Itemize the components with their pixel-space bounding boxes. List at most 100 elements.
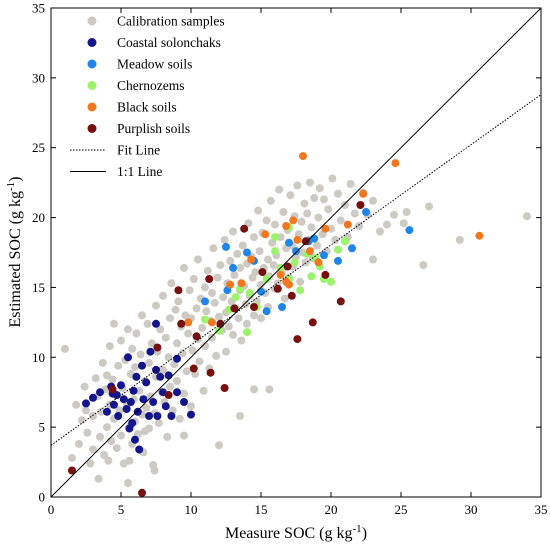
fit-line: [51, 94, 541, 446]
plot-frame: [50, 7, 542, 498]
calibration-samples-point: [201, 283, 209, 292]
calibration-samples-point: [159, 365, 167, 374]
black-soils-point: [391, 159, 400, 168]
calibration-samples-point: [300, 199, 309, 208]
legend-marker: [87, 16, 97, 26]
calibration-samples-point: [199, 386, 208, 395]
calibration-samples-point: [180, 263, 188, 272]
purplish-soils-point: [192, 332, 201, 341]
calibration-samples-point: [117, 336, 125, 345]
coastal-solonchaks-point: [142, 378, 151, 387]
meadow-soils-point: [348, 244, 356, 253]
meadow-soils-point: [405, 226, 414, 235]
black-soils-point: [226, 280, 235, 289]
calibration-samples-point: [91, 374, 100, 383]
calibration-samples-point: [208, 289, 216, 297]
series-black-soils: [184, 152, 484, 327]
coastal-solonchaks-point: [180, 398, 188, 406]
coastal-solonchaks-point: [187, 410, 195, 419]
coastal-solonchaks-point: [139, 395, 148, 404]
calibration-samples-point: [328, 174, 337, 183]
calibration-samples-point: [98, 358, 107, 367]
calibration-samples-point: [80, 382, 89, 391]
calibration-samples-point: [105, 342, 114, 351]
calibration-samples-point: [77, 416, 86, 425]
calibration-samples-point: [236, 263, 244, 272]
calibration-samples-point: [376, 227, 384, 236]
calibration-samples-point: [264, 255, 272, 264]
calibration-samples-point: [419, 261, 428, 270]
legend-item-1-1-line: 1:1 Line: [70, 164, 162, 179]
calibration-samples-point: [251, 268, 260, 277]
coastal-solonchaks-point: [133, 407, 142, 416]
purplish-soils-point: [164, 391, 173, 399]
calibration-samples-point: [320, 195, 328, 204]
meadow-soils-point: [285, 238, 293, 247]
calibration-samples-point: [171, 305, 180, 314]
calibration-samples-point: [175, 414, 184, 423]
calibration-samples-point: [94, 474, 103, 483]
black-soils-point: [359, 189, 368, 198]
black-soils-point: [289, 216, 298, 225]
meadow-soils-point: [292, 247, 300, 256]
y-tick-label: 10: [32, 350, 45, 365]
calibration-samples-point: [425, 202, 433, 211]
calibration-samples-point: [402, 208, 411, 216]
calibration-samples-point: [369, 255, 377, 264]
purplish-soils-point: [240, 224, 249, 233]
y-tick-label: 0: [39, 490, 46, 505]
calibration-samples-point: [147, 339, 156, 348]
meadow-soils-point: [310, 234, 319, 243]
calibration-samples-point: [369, 196, 377, 205]
legend-marker: [87, 102, 97, 112]
purplish-soils-point: [301, 237, 310, 246]
meadow-soils-point: [362, 208, 370, 216]
chernozems-point: [201, 315, 209, 324]
coastal-solonchaks-point: [124, 353, 132, 362]
calibration-samples-point: [307, 223, 316, 232]
calibration-samples-point: [271, 220, 279, 229]
purplish-soils-point: [205, 275, 214, 283]
meadow-soils-point: [262, 307, 271, 316]
calibration-samples-point: [202, 307, 211, 316]
legend-label: Chernozems: [117, 78, 184, 93]
chernozems-point: [334, 245, 342, 254]
purplish-soils-point: [321, 270, 330, 279]
chernozems-point: [327, 277, 335, 286]
chernozems-point: [296, 286, 305, 295]
series-purplish-soils: [68, 201, 365, 497]
calibration-samples-point: [310, 194, 319, 202]
calibration-samples-point: [187, 402, 195, 411]
coastal-solonchaks-point: [103, 407, 111, 416]
coastal-solonchaks-point: [153, 412, 162, 420]
legend-label: 1:1 Line: [117, 164, 162, 179]
coastal-solonchaks-point: [167, 412, 176, 420]
purplish-soils-point: [356, 201, 365, 209]
purplish-soils-point: [189, 364, 198, 373]
calibration-samples-point: [173, 377, 181, 385]
calibration-samples-point: [276, 233, 285, 242]
legend-label: Coastal solonchaks: [117, 35, 221, 50]
purplish-soils-point: [283, 262, 292, 271]
calibration-samples-point: [124, 325, 132, 334]
calibration-samples-point: [82, 406, 90, 415]
calibration-samples-point: [75, 439, 83, 448]
calibration-samples-point: [327, 224, 335, 233]
calibration-samples-point: [180, 431, 188, 440]
calibration-samples-point: [61, 344, 69, 353]
x-tick-label: 15: [255, 502, 268, 517]
meadow-soils-point: [222, 242, 230, 251]
calibration-samples-point: [257, 280, 265, 289]
calibration-samples-point: [237, 336, 246, 345]
calibration-samples-point: [315, 184, 324, 193]
purplish-soils-point: [138, 488, 146, 497]
calibration-samples-point: [269, 261, 278, 270]
calibration-samples-point: [145, 358, 153, 367]
calibration-samples-point: [195, 357, 204, 366]
calibration-samples-point: [275, 185, 284, 194]
calibration-samples-point: [250, 385, 258, 394]
legend-item-purplish-soils: Purplish soils: [87, 121, 190, 136]
coastal-solonchaks-point: [82, 399, 90, 408]
legend-item-coastal-solonchaks: Coastal solonchaks: [87, 35, 221, 50]
calibration-samples-point: [83, 428, 92, 437]
